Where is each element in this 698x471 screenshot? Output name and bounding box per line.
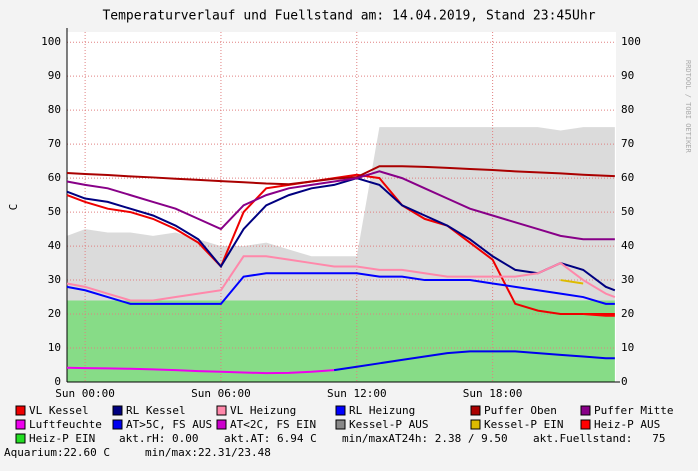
legend-label: RL Heizung [349, 404, 415, 417]
y-tick-label: 60 [48, 171, 61, 184]
legend-label: VL Kessel [29, 404, 89, 417]
x-tick-label: Sun 18:00 [463, 387, 523, 400]
y-tick-label: 40 [621, 239, 634, 252]
line [333, 350, 615, 372]
y-tick-label: 0 [621, 375, 628, 388]
line [66, 165, 615, 186]
legend-label: AT<2C, FS EIN [230, 418, 316, 431]
y-tick-label: 30 [621, 273, 634, 286]
watermark: RRDTOOL / TOBI OETIKER [684, 60, 692, 154]
legend-swatch [470, 419, 481, 430]
y-axis-label: C [7, 204, 20, 211]
x-tick-label: Sun 12:00 [327, 387, 387, 400]
y-tick-label: 100 [621, 35, 641, 48]
legend-label: Puffer Oben [484, 404, 557, 417]
line [66, 366, 335, 375]
legend-label: Heiz-P EIN [29, 432, 95, 445]
legend-label: AT>5C, FS AUS [126, 418, 212, 431]
legend-label: Heiz-P AUS [594, 418, 660, 431]
line [66, 272, 615, 305]
legend-label: Kessel-P EIN [484, 418, 563, 431]
legend-swatch [15, 419, 26, 430]
y-tick-label: 80 [48, 103, 61, 116]
legend-swatch [112, 419, 123, 430]
area [67, 127, 615, 382]
y-tick-label: 10 [48, 341, 61, 354]
y-tick-label: 20 [48, 307, 61, 320]
legend-label: RL Kessel [126, 404, 186, 417]
legend-swatch [335, 419, 346, 430]
info-text: min/max:22.31/23.48 [145, 446, 271, 459]
y-tick-label: 50 [48, 205, 61, 218]
x-tick-label: Sun 00:00 [55, 387, 115, 400]
y-tick-label: 10 [621, 341, 634, 354]
legend-swatch [470, 405, 481, 416]
legend-swatch [15, 433, 26, 444]
y-tick-label: 70 [48, 137, 61, 150]
y-tick-label: 90 [48, 69, 61, 82]
legend-swatch [112, 405, 123, 416]
info-text: akt.rH: 0.00 [119, 432, 198, 445]
y-tick-label: 90 [621, 69, 634, 82]
y-tick-label: 70 [621, 137, 634, 150]
line [560, 279, 584, 285]
legend-swatch [216, 405, 227, 416]
y-tick-label: 30 [48, 273, 61, 286]
info-text: Aquarium:22.60 C [4, 446, 110, 459]
plot-area [67, 32, 616, 382]
y-tick-label: 100 [41, 35, 61, 48]
info-text: akt.Fuellstand: 75 [533, 432, 665, 445]
legend-swatch [15, 405, 26, 416]
y-tick-label: 50 [621, 205, 634, 218]
y-tick-label: 60 [621, 171, 634, 184]
legend-swatch [580, 419, 591, 430]
y-tick-label: 40 [48, 239, 61, 252]
line [66, 177, 616, 292]
x-tick-label: Sun 06:00 [191, 387, 251, 400]
chart-title: Temperaturverlauf und Fuellstand am: 14.… [102, 9, 595, 24]
legend-label: Luftfeuchte [29, 418, 102, 431]
line [583, 313, 615, 317]
line [66, 255, 616, 302]
legend-swatch [580, 405, 591, 416]
legend-swatch [216, 419, 227, 430]
info-text: akt.AT: 6.94 C [224, 432, 317, 445]
legend-swatch [335, 405, 346, 416]
area [67, 300, 615, 382]
legend-label: Puffer Mitte [594, 404, 673, 417]
info-text: min/maxAT24h: 2.38 / 9.50 [342, 432, 508, 445]
y-tick-label: 0 [54, 375, 61, 388]
line [66, 173, 615, 316]
line [66, 170, 615, 241]
y-tick-label: 80 [621, 103, 634, 116]
y-tick-label: 20 [621, 307, 634, 320]
legend-label: Kessel-P AUS [349, 418, 428, 431]
legend-label: VL Heizung [230, 404, 296, 417]
